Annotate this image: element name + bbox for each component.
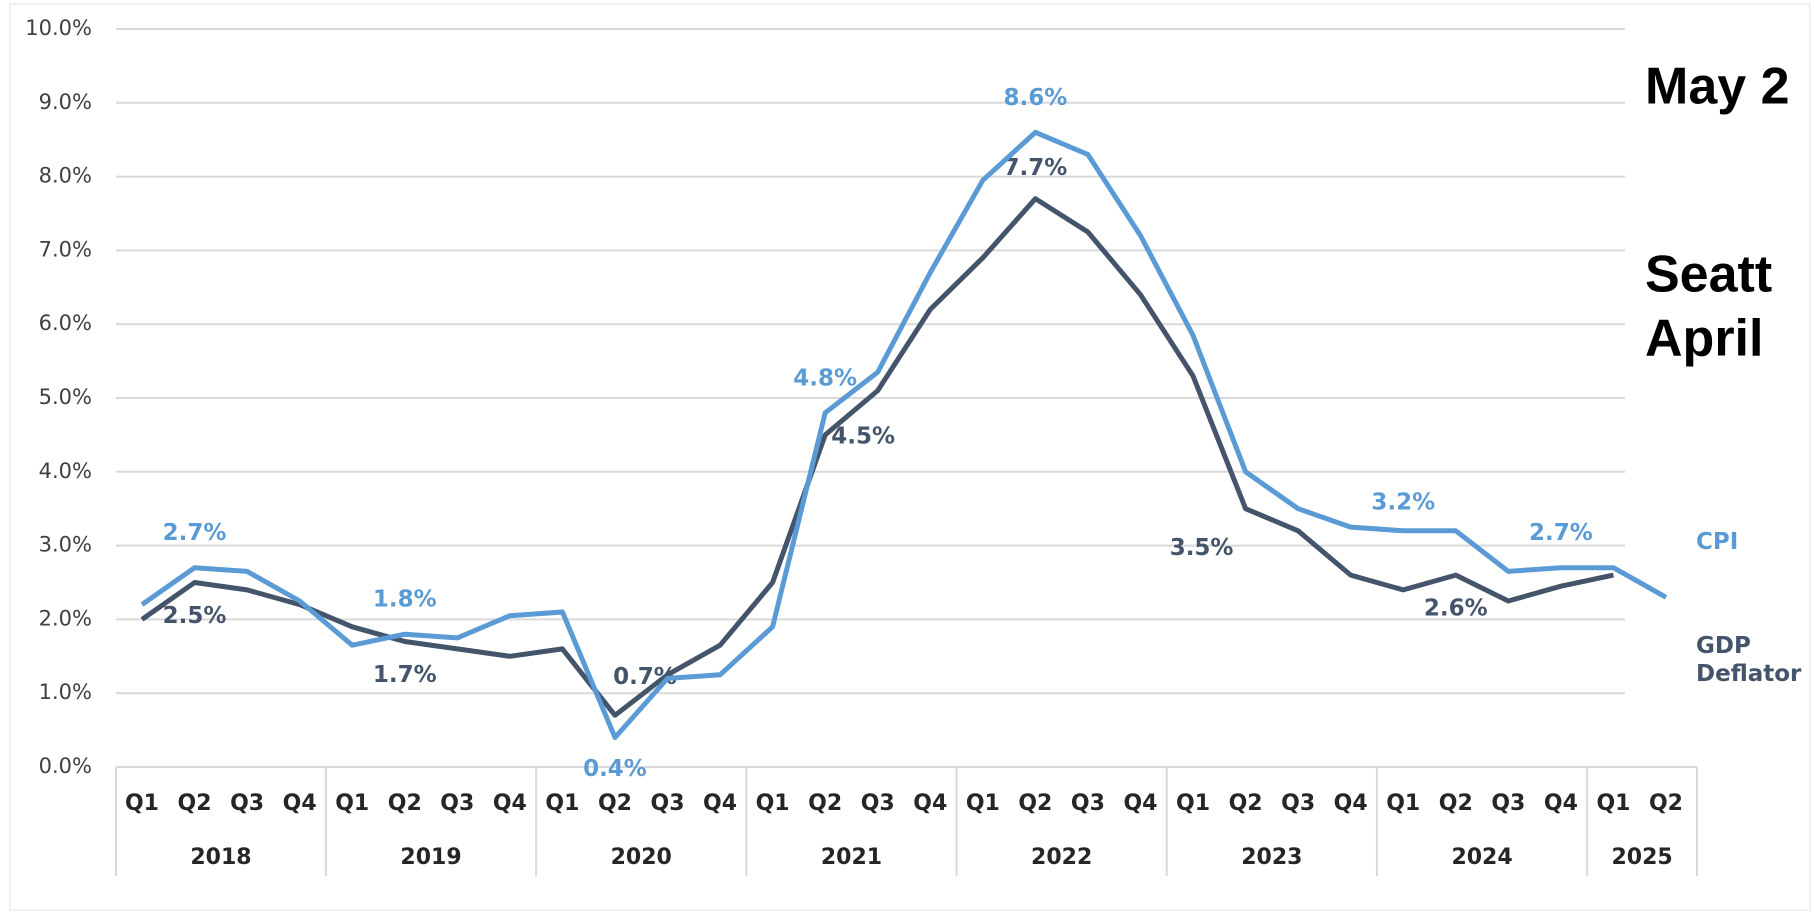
data-label: 4.8% (793, 365, 857, 391)
y-tick-label: 7.0% (39, 237, 92, 261)
group-label: 2020 (611, 845, 672, 870)
x-tick-label: Q2 (1649, 791, 1683, 816)
x-tick-label: Q4 (913, 791, 947, 816)
x-tick-label: Q3 (861, 791, 895, 816)
y-tick-label: 3.0% (39, 533, 92, 557)
frame (9, 3, 1811, 911)
x-tick-label: Q3 (440, 791, 474, 816)
x-tick-label: Q4 (283, 791, 317, 816)
x-tick-label: Q1 (125, 791, 159, 816)
y-tick-label: 9.0% (39, 90, 92, 114)
y-tick-label: 6.0% (39, 311, 92, 335)
data-label: 4.5% (831, 423, 895, 449)
y-tick-label: 1.0% (39, 680, 92, 704)
x-tick-label: Q2 (808, 791, 842, 816)
x-tick-label: Q3 (1071, 791, 1105, 816)
y-tick-label: 8.0% (39, 164, 92, 188)
legend-label: GDP Deflator (1696, 633, 1802, 687)
data-label: 8.6% (1003, 85, 1067, 111)
y-tick-label: 2.0% (39, 606, 92, 630)
x-tick-label: Q4 (1334, 791, 1368, 816)
group-label: 2022 (1031, 845, 1092, 870)
data-label: 2.7% (163, 520, 227, 546)
x-tick-label: Q2 (598, 791, 632, 816)
series-line (140, 196, 1614, 718)
data-label: 3.5% (1170, 535, 1234, 561)
x-tick-label: Q4 (1544, 791, 1578, 816)
side-text: Seatt (1645, 246, 1772, 304)
y-tick-label: 10.0% (25, 16, 92, 40)
x-tick-label: Q2 (1439, 791, 1473, 816)
y-tick-label: 0.0% (39, 754, 92, 778)
legend-label: CPI (1696, 529, 1739, 555)
x-tick-label: Q3 (1491, 791, 1525, 816)
x-tick-label: Q4 (1123, 791, 1157, 816)
group-label: 2019 (400, 845, 461, 870)
group-label: 2021 (821, 845, 882, 870)
y-tick-label: 4.0% (39, 459, 92, 483)
x-tick-label: Q4 (703, 791, 737, 816)
x-tick-label: Q1 (335, 791, 369, 816)
x-tick-label: Q2 (1229, 791, 1263, 816)
group-label: 2024 (1451, 845, 1512, 870)
x-tick-label: Q3 (651, 791, 685, 816)
x-tick-label: Q1 (756, 791, 790, 816)
data-label: 2.7% (1529, 520, 1593, 546)
x-tick-label: Q2 (388, 791, 422, 816)
group-label: 2023 (1241, 845, 1302, 870)
data-label: 1.7% (373, 662, 437, 688)
side-text: May 2 (1645, 58, 1790, 116)
data-label: 2.6% (1424, 596, 1488, 622)
group-label: 2018 (190, 845, 251, 870)
group-label: 2025 (1611, 845, 1672, 870)
x-tick-label: Q1 (545, 791, 579, 816)
side-text: April (1645, 310, 1763, 368)
data-label: 1.8% (373, 587, 437, 613)
series-line (140, 129, 1668, 740)
x-tick-label: Q3 (1281, 791, 1315, 816)
data-label: 7.7% (1003, 155, 1067, 181)
x-tick-label: Q1 (966, 791, 1000, 816)
x-tick-label: Q1 (1596, 791, 1630, 816)
y-tick-label: 5.0% (39, 385, 92, 409)
data-label: 2.5% (163, 603, 227, 629)
data-label: 0.4% (583, 756, 647, 782)
x-tick-label: Q1 (1176, 791, 1210, 816)
x-tick-label: Q4 (493, 791, 527, 816)
x-tick-label: Q2 (178, 791, 212, 816)
x-tick-label: Q1 (1386, 791, 1420, 816)
data-label: 3.2% (1371, 489, 1435, 515)
x-tick-label: Q3 (230, 791, 264, 816)
x-tick-label: Q2 (1018, 791, 1052, 816)
